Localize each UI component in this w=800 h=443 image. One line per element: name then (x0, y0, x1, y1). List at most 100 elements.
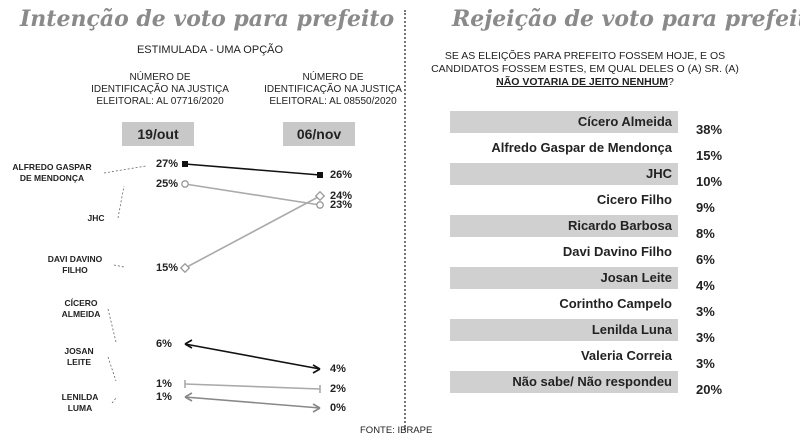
rejection-row: Não sabe/ Não respondeu 20% (450, 371, 764, 397)
registration-right-line3: ELEITORAL: AL 08550/2020 (269, 96, 397, 107)
value-label-josan-leite-19out: 1% (156, 378, 172, 390)
rejection-value: 8% (696, 226, 715, 241)
rejection-row: Alfredo Gaspar de Mendonça 15% (450, 137, 764, 163)
registration-left: NÚMERO DE IDENTIFICAÇÃO NA JUSTIÇA ELEIT… (60, 72, 260, 108)
rejection-row-band (450, 111, 678, 133)
rejection-title: Rejeição de voto para prefeito (452, 6, 800, 32)
candidate-label-line: ALMEIDA (61, 309, 101, 319)
rejection-candidate-name: JHC (645, 166, 672, 181)
rejection-row: Davi Davino Filho 6% (450, 241, 764, 267)
point-davi-davino-filho-0 (179, 262, 191, 274)
rejection-candidate-name: Davi Davino Filho (562, 244, 672, 259)
rejection-question-line3: NÃO VOTARIA DE JEITO NENHUM? (420, 76, 750, 89)
series-line-lenilda-luma (184, 396, 321, 409)
point-jhc-0 (181, 180, 189, 188)
rejection-row: Valeria Correia 3% (450, 345, 764, 371)
point-c-cero-almeida-0 (184, 339, 193, 349)
rejection-value: 10% (696, 174, 723, 189)
registration-right-line1: NÚMERO DE (302, 72, 364, 83)
value-label-josan-leite-06nov: 2% (330, 383, 346, 395)
rejection-question: SE AS ELEIÇÕES PARA PREFEITO FOSSEM HOJE… (420, 50, 750, 89)
value-label-c-cero-almeida-19out: 6% (156, 338, 172, 350)
series-line-alfredo-gaspar-de-mendon-a (184, 163, 321, 176)
rejection-candidate-name: Ricardo Barbosa (567, 218, 672, 233)
voting-intention-subtitle: ESTIMULADA - UMA OPÇÃO (136, 44, 284, 56)
candidate-label-lenilda-luma: LENILDA LUMA (50, 392, 110, 414)
series-line-jhc (184, 183, 321, 206)
value-label-lenilda-luma-06nov: 0% (330, 402, 346, 414)
rejection-candidate-name: Cícero Almeida (577, 114, 672, 129)
point-jhc-1 (316, 201, 324, 209)
candidate-label-line: JHC (87, 213, 105, 223)
value-label-c-cero-almeida-06nov: 4% (330, 363, 346, 375)
candidate-label-line: DE MENDONÇA (19, 173, 85, 183)
registration-left-line2: IDENTIFICAÇÃO NA JUSTIÇA (91, 84, 229, 95)
rejection-candidate-name: Valeria Correia (580, 348, 672, 363)
rejection-value: 15% (696, 148, 723, 163)
candidate-label-line: ALFREDO GASPAR (12, 162, 92, 172)
panel-divider (404, 10, 406, 430)
point-c-cero-almeida-1 (312, 364, 321, 374)
rejection-row: Josan Leite 4% (450, 267, 764, 293)
value-label-davi-davino-filho-19out: 15% (156, 262, 179, 274)
value-label-jhc-19out: 25% (156, 178, 179, 190)
registration-right: NÚMERO DE IDENTIFICAÇÃO NA JUSTIÇA ELEIT… (258, 72, 408, 108)
rejection-candidate-name: Corintho Campelo (559, 296, 672, 311)
leader-josan-leite (107, 356, 117, 382)
point-lenilda-luma-1 (312, 403, 321, 413)
rejection-candidate-name: Não sabe/ Não respondeu (512, 374, 672, 389)
rejection-value: 20% (696, 382, 723, 397)
rejection-row-band (450, 319, 678, 341)
rejection-value: 9% (696, 200, 715, 215)
date-19-out: 19/out (122, 122, 194, 146)
candidate-label-alfredo-gaspar-de-mendon-a: ALFREDO GASPAR DE MENDONÇA (2, 162, 102, 184)
candidate-label-c-cero-almeida: CÍCERO ALMEIDA (56, 298, 106, 320)
rejection-question-emphasis: NÃO VOTARIA DE JEITO NENHUM (496, 76, 669, 88)
rejection-row: Ricardo Barbosa 8% (450, 215, 764, 241)
series-line-josan-leite (184, 383, 321, 390)
candidate-label-jhc: JHC (76, 213, 116, 224)
rejection-row: Lenilda Luna 3% (450, 319, 764, 345)
point-lenilda-luma-0 (184, 392, 193, 402)
rejection-row: Cícero Almeida 38% (450, 111, 764, 137)
rejection-value: 4% (696, 278, 715, 293)
candidate-label-josan-leite: JOSAN LEITE (52, 346, 106, 368)
candidate-label-line: JOSAN (64, 346, 94, 356)
rejection-row-band (450, 163, 678, 185)
rejection-value: 3% (696, 330, 715, 345)
registration-left-line1: NÚMERO DE (129, 72, 191, 83)
candidate-label-line: FILHO (62, 265, 88, 275)
rejection-row: Corintho Campelo 3% (450, 293, 764, 319)
registration-right-line2: IDENTIFICAÇÃO NA JUSTIÇA (264, 84, 402, 95)
value-label-lenilda-luma-19out: 1% (156, 391, 172, 403)
rejection-value: 3% (696, 304, 715, 319)
leader-c-cero-almeida (107, 308, 117, 343)
rejection-candidate-name: Josan Leite (600, 270, 672, 285)
rejection-question-line2: CANDIDATOS FOSSEM ESTES, EM QUAL DELES O… (431, 63, 739, 75)
leader-lenilda-luma (111, 397, 117, 404)
rejection-row-band (450, 371, 678, 393)
leader-jhc (117, 185, 125, 219)
rejection-candidate-name: Lenilda Luna (591, 322, 672, 337)
value-label-jhc-06nov: 23% (330, 199, 353, 211)
candidate-label-line: LENILDA (61, 392, 99, 402)
rejection-candidate-name: Alfredo Gaspar de Mendonça (491, 140, 672, 155)
value-label-alfredo-gaspar-de-mendon-a-19out: 27% (156, 158, 179, 170)
rejection-row-band (450, 215, 678, 237)
rejection-value: 6% (696, 252, 715, 267)
rejection-question-line1: SE AS ELEIÇÕES PARA PREFEITO FOSSEM HOJE… (444, 50, 726, 62)
candidate-label-line: LUMA (67, 403, 93, 413)
candidate-label-davi-davino-filho: DAVI DAVINO FILHO (38, 254, 112, 276)
voting-intention-title: Intenção de voto para prefeito (20, 6, 395, 32)
rejection-question-end: ? (668, 76, 674, 88)
rejection-candidate-name: Cicero Filho (596, 192, 672, 207)
leader-davi-davino-filho (113, 264, 125, 268)
candidate-label-line: DAVI DAVINO (47, 254, 103, 264)
series-line-davi-davino-filho (184, 195, 321, 269)
point-davi-davino-filho-1 (314, 190, 326, 202)
leader-alfredo-gaspar-de-mendon-a (103, 165, 147, 174)
point-alfredo-gaspar-de-mendon-a-0 (182, 161, 188, 167)
rejection-value: 3% (696, 356, 715, 371)
date-06-nov: 06/nov (283, 122, 355, 146)
